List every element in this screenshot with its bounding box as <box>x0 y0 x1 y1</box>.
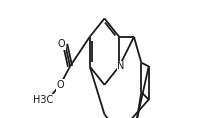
Text: N: N <box>117 61 125 71</box>
Text: O: O <box>58 39 65 49</box>
Text: O: O <box>56 80 64 90</box>
Text: H3C: H3C <box>33 95 53 105</box>
